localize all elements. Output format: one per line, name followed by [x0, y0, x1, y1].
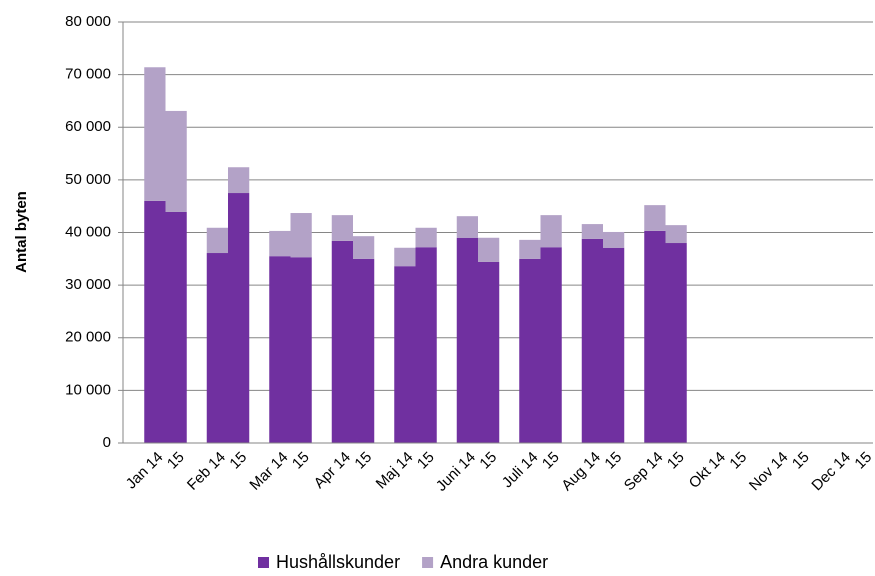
x-tick-label: Jan 14 — [123, 449, 167, 493]
y-tick-label: 70 000 — [65, 66, 111, 83]
bar — [165, 110, 187, 212]
bar — [206, 253, 228, 443]
y-tick-label: 50 000 — [65, 171, 111, 188]
y-axis-label: Antal byten — [13, 191, 30, 273]
bar — [415, 227, 437, 248]
x-tick-label: 15 — [726, 449, 750, 473]
legend-label: Andra kunder — [440, 552, 548, 571]
y-tick-label: 80 000 — [65, 13, 111, 30]
bar — [540, 215, 562, 248]
x-tick-label: 15 — [414, 449, 438, 473]
y-tick-label: 20 000 — [65, 329, 111, 346]
bar — [228, 193, 250, 443]
bar — [581, 224, 603, 239]
bar — [581, 238, 603, 443]
bar — [644, 205, 666, 231]
bar — [290, 213, 312, 258]
x-tick-label: Mar 14 — [246, 449, 291, 494]
x-tick-label: 15 — [226, 449, 250, 473]
legend-swatch — [422, 557, 434, 568]
x-tick-label: Sep 14 — [621, 449, 667, 495]
x-tick-label: 15 — [601, 449, 625, 473]
bar — [456, 216, 478, 238]
bar — [665, 243, 687, 443]
y-tick-label: 40 000 — [65, 223, 111, 240]
legend-label: Hushållskunder — [276, 552, 400, 571]
legend-swatch — [258, 557, 269, 568]
bar — [456, 237, 478, 443]
bar — [353, 236, 375, 259]
bar — [290, 257, 312, 443]
bar — [519, 258, 541, 443]
bar — [269, 230, 291, 257]
x-tick-label: Okt 14 — [686, 449, 729, 492]
x-tick-label: Dec 14 — [808, 449, 854, 495]
x-tick-label: Apr 14 — [311, 449, 354, 492]
bar — [269, 256, 291, 443]
bar — [331, 215, 353, 241]
bar — [394, 247, 416, 267]
bar — [165, 211, 187, 443]
bar — [206, 227, 228, 254]
x-tick-label: 15 — [164, 449, 188, 473]
y-tick-label: 30 000 — [65, 276, 111, 293]
x-tick-label: Juli 14 — [499, 449, 542, 492]
bar — [331, 240, 353, 443]
bar — [478, 237, 500, 262]
x-tick-label: Nov 14 — [746, 449, 792, 495]
bar — [644, 230, 666, 443]
bar — [144, 67, 166, 201]
bar — [478, 261, 500, 443]
x-tick-label: 15 — [789, 449, 813, 473]
bar — [540, 247, 562, 443]
x-tick-label: Aug 14 — [558, 449, 604, 495]
y-tick-label: 10 000 — [65, 381, 111, 398]
bar — [665, 225, 687, 244]
x-tick-label: 15 — [851, 449, 875, 473]
x-tick-label: 15 — [351, 449, 375, 473]
bar — [603, 231, 625, 248]
bar — [519, 239, 541, 259]
bar — [144, 200, 166, 443]
bar — [415, 247, 437, 443]
x-tick-label: 15 — [289, 449, 313, 473]
y-tick-label: 60 000 — [65, 118, 111, 135]
x-tick-label: 15 — [476, 449, 500, 473]
x-tick-label: Juni 14 — [433, 449, 479, 495]
bar — [394, 266, 416, 443]
x-tick-label: Feb 14 — [184, 449, 229, 494]
x-tick-label: 15 — [539, 449, 563, 473]
bar — [353, 258, 375, 443]
x-tick-label: 15 — [664, 449, 688, 473]
y-tick-label: 0 — [103, 434, 111, 451]
bar — [603, 247, 625, 443]
x-tick-label: Maj 14 — [373, 449, 417, 493]
bar — [228, 167, 250, 194]
